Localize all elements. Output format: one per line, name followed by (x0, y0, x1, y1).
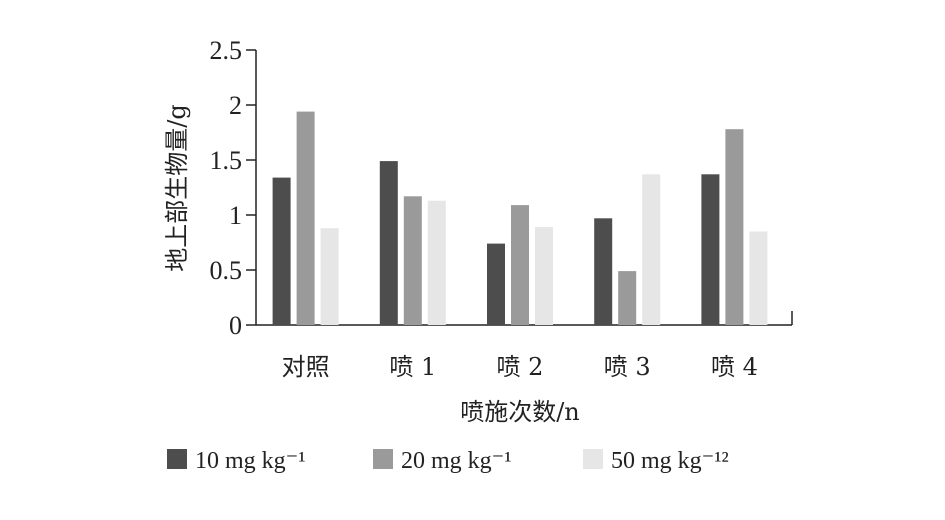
legend-label: 10 mg kg⁻¹ (195, 448, 306, 474)
bar (618, 271, 637, 325)
y-tick-label: 0 (229, 311, 242, 340)
legend: 10 mg kg⁻¹ 20 mg kg⁻¹ 50 mg kg⁻¹² (167, 448, 729, 474)
legend-label: 20 mg kg⁻¹ (401, 448, 512, 474)
bar (749, 231, 768, 325)
bar (535, 227, 553, 325)
bars (272, 111, 768, 325)
x-category-label: 喷 1 (389, 353, 436, 381)
legend-label: 50 mg kg⁻¹² (611, 448, 729, 474)
y-tick-labels: 0 0.5 1 1.5 2 2.5 (210, 36, 243, 340)
x-category-label: 喷 2 (497, 353, 544, 381)
bar (320, 228, 339, 325)
y-tick-label: 2.5 (210, 36, 243, 65)
y-axis-title: 地上部生物量/g (163, 104, 191, 271)
y-tick-label: 2 (229, 91, 242, 120)
y-tick-label: 1.5 (210, 146, 243, 175)
x-category-labels: 对照 喷 1 喷 2 喷 3 喷 4 (282, 353, 758, 381)
bar (403, 196, 422, 325)
bar (379, 161, 398, 325)
x-category-label: 喷 3 (604, 353, 651, 381)
bar (642, 174, 661, 325)
bar (427, 200, 446, 325)
legend-swatch (583, 449, 603, 469)
legend-swatch (373, 449, 393, 469)
legend-swatch (167, 449, 187, 469)
bar (487, 243, 505, 325)
bar (725, 129, 744, 325)
bar (511, 205, 529, 325)
y-tick-label: 1 (229, 201, 242, 230)
y-tick-label: 0.5 (210, 256, 243, 285)
bar (296, 111, 315, 325)
x-category-label: 对照 (282, 353, 330, 381)
bar (701, 174, 720, 325)
bar (594, 218, 613, 325)
x-category-label: 喷 4 (711, 353, 758, 381)
x-axis-title: 喷施次数/n (460, 398, 580, 426)
bar (272, 177, 291, 325)
